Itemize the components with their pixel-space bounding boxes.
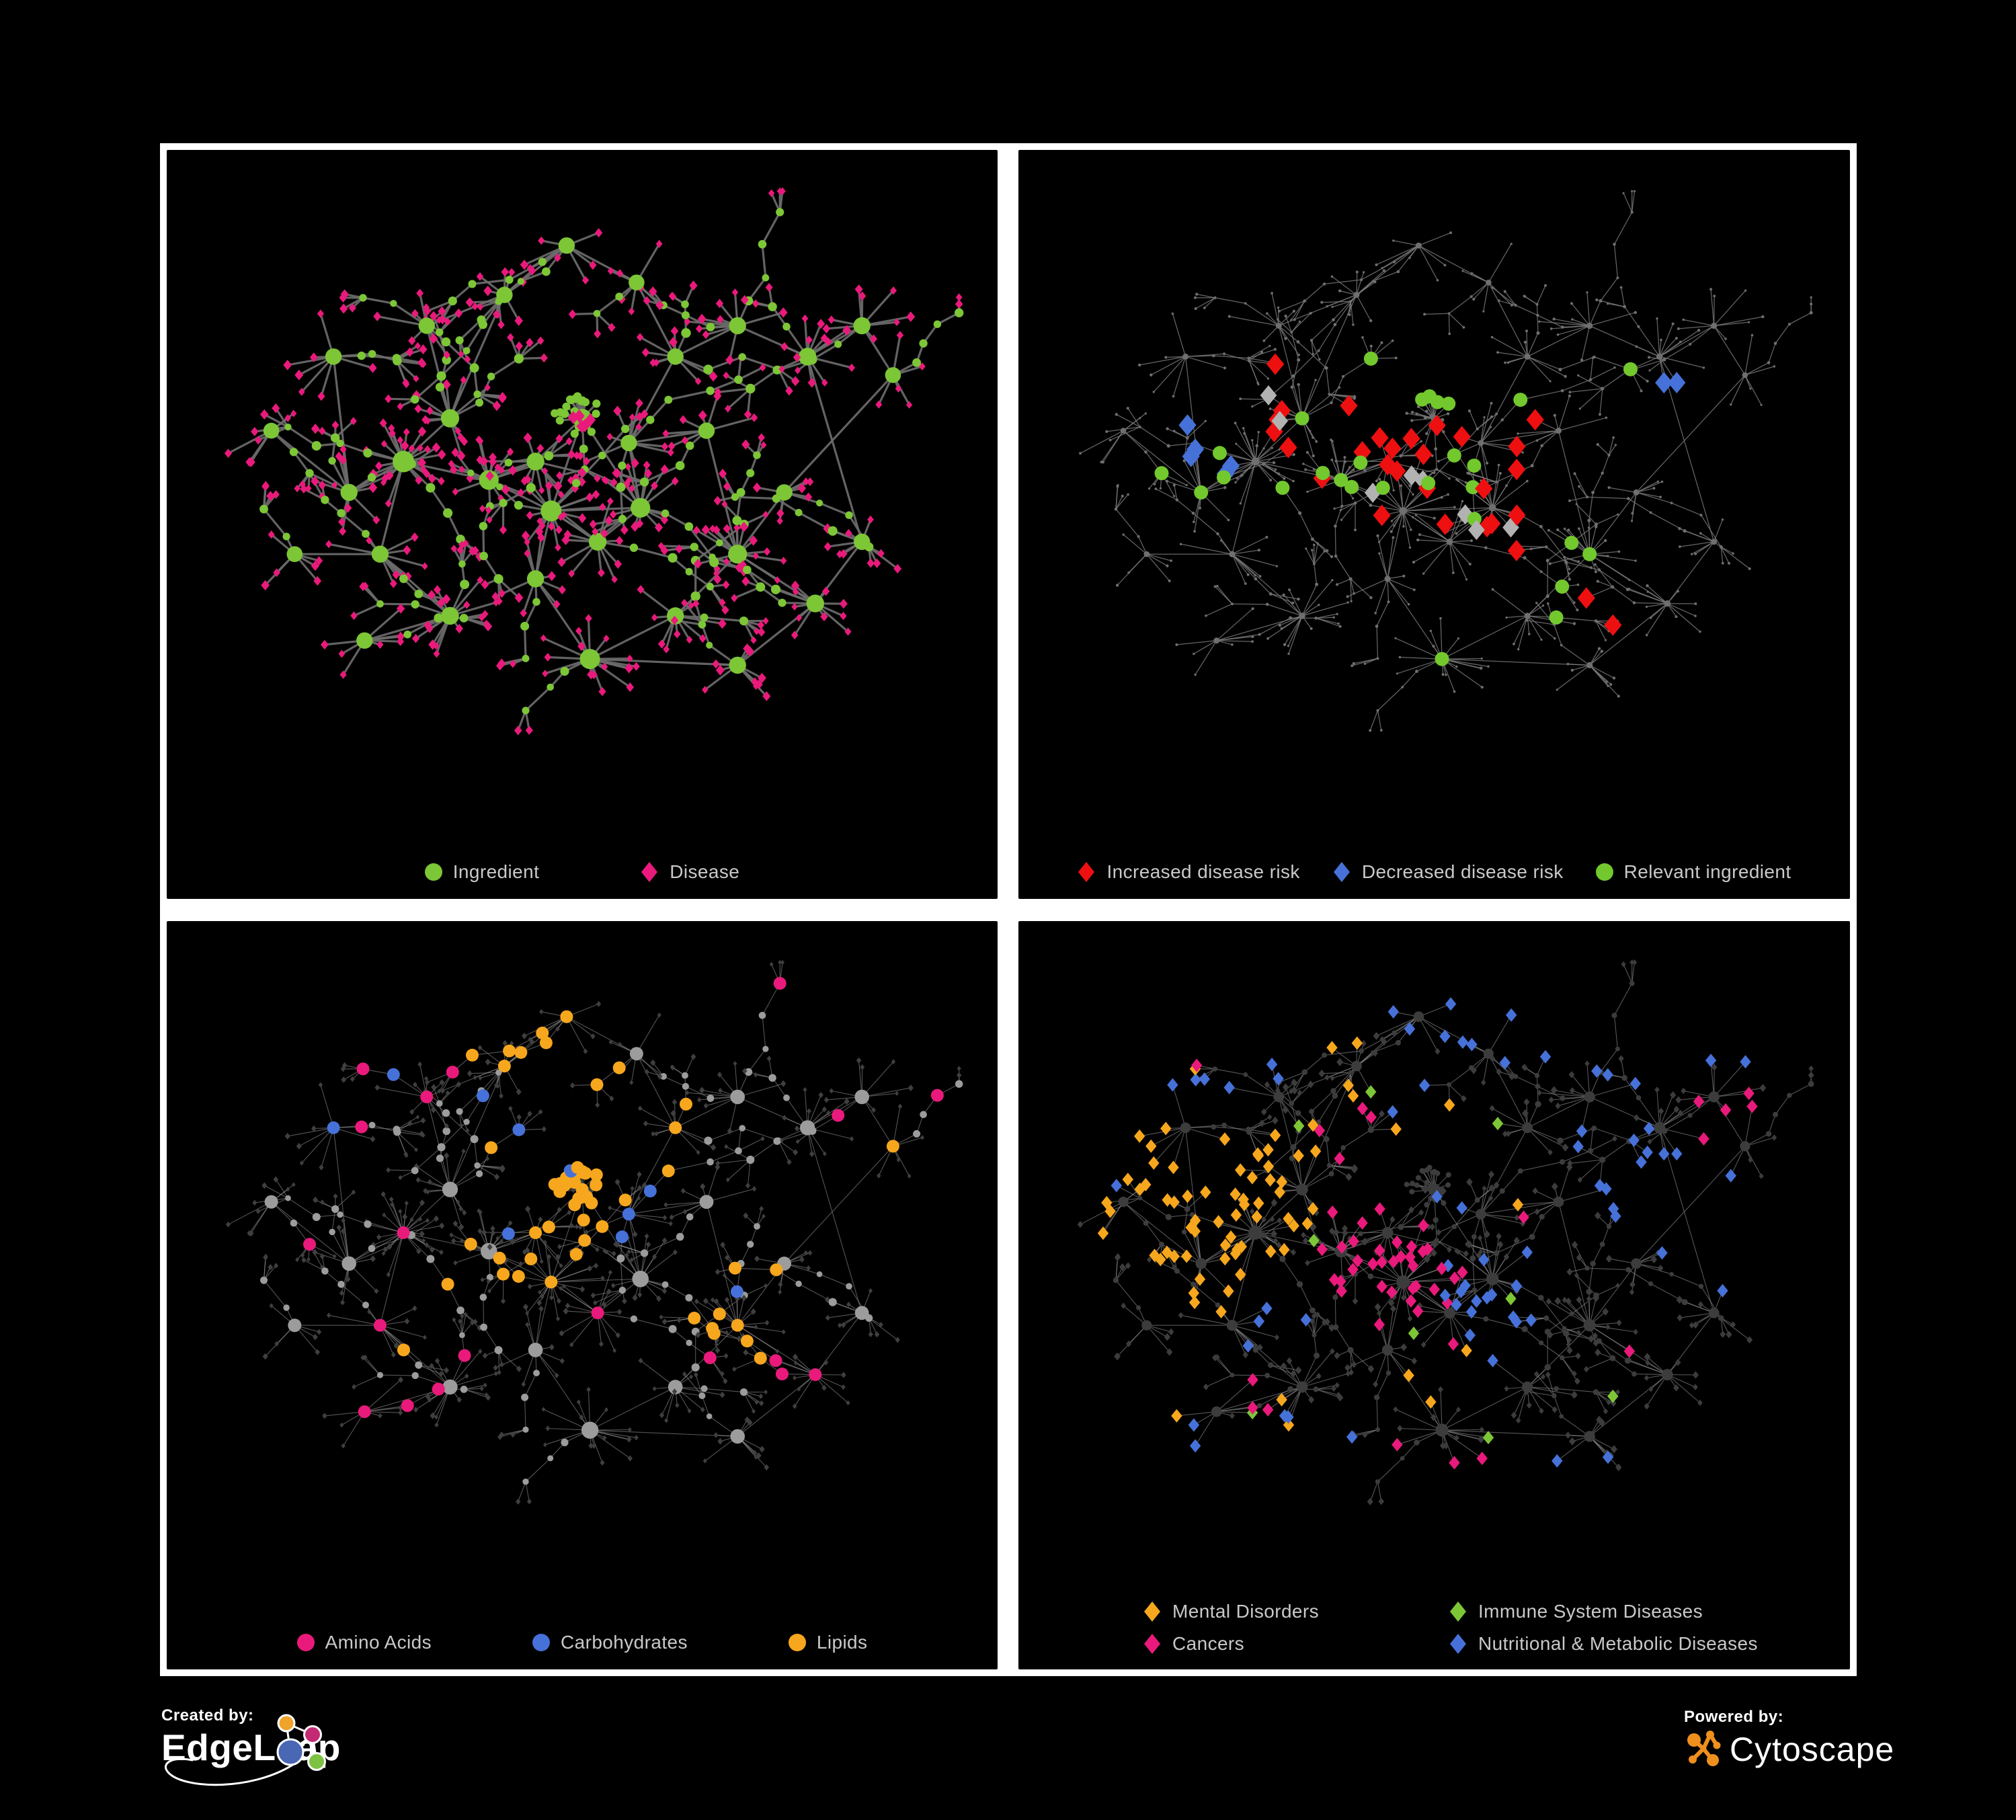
panel-disease-categories: Mental Disorders Immune System Diseases Ca…: [1012, 914, 1857, 1676]
legend-label: Increased disease risk: [1106, 861, 1300, 882]
edgeleap-wordmark: EdgeLeap: [161, 1727, 341, 1768]
panel-disease-risk: Increased disease risk Decreased disease …: [1012, 143, 1857, 906]
network-disease-risk: [1079, 190, 1813, 732]
legend-label: Decreased disease risk: [1361, 861, 1564, 882]
legend-circle-icon: [296, 1634, 315, 1651]
legend-circle-icon: [424, 863, 442, 881]
legend-label: Immune System Diseases: [1478, 1601, 1703, 1622]
legend-diamond-icon: [1333, 862, 1350, 882]
legend-label: Nutritional & Metabolic Diseases: [1478, 1633, 1758, 1654]
network-disease-categories: [1077, 959, 1814, 1505]
legend-label: Carbohydrates: [561, 1632, 688, 1653]
legend-label: Mental Disorders: [1172, 1601, 1320, 1622]
legend-diamond-icon: [1144, 1601, 1160, 1622]
legend-label: Disease: [670, 861, 740, 882]
legend-label: Amino Acids: [325, 1632, 432, 1653]
legend-circle-icon: [1595, 863, 1613, 881]
legend-item: Increased disease risk: [1077, 861, 1299, 883]
cytoscape-wordmark: Cytoscape: [1730, 1731, 1895, 1768]
legend-item: Nutritional & Metabolic Diseases: [1449, 1633, 1758, 1655]
panel-macronutrients: Amino Acids Carbohydrates Lipids: [160, 914, 1004, 1676]
network-ingredient-disease: [224, 187, 964, 736]
legend-disease-categories: Mental Disorders Immune System Diseases Ca…: [1143, 1601, 1758, 1655]
network-macronutrients: [225, 959, 963, 1505]
legend-item: Amino Acids: [296, 1632, 432, 1653]
created-by-label: Created by:: [161, 1706, 254, 1725]
legend-label: Relevant ingredient: [1623, 861, 1791, 882]
legend-diamond-icon: [1450, 1601, 1466, 1622]
legend-item: Disease: [640, 861, 739, 883]
legend-ingredient-disease: Ingredient Disease: [167, 861, 998, 883]
legend-item: Mental Disorders: [1143, 1601, 1412, 1622]
legend-diamond-icon: [1078, 862, 1095, 882]
legend-item: Immune System Diseases: [1449, 1601, 1758, 1622]
legend-item: Carbohydrates: [532, 1632, 688, 1653]
legend-circle-icon: [788, 1634, 806, 1651]
legend-label: Ingredient: [452, 861, 540, 882]
legend-item: Decreased disease risk: [1332, 861, 1564, 883]
legend-diamond-icon: [1450, 1634, 1466, 1654]
legend-label: Lipids: [816, 1632, 868, 1653]
cytoscape-logo-icon: [1687, 1731, 1721, 1766]
created-by-credit: Created by: EdgeLeap: [161, 1706, 341, 1786]
powered-by-credit: Powered by: Cytoscape: [1684, 1708, 1894, 1770]
panel-ingredient-disease: Ingredient Disease: [160, 143, 1004, 906]
legend-diamond-icon: [1144, 1634, 1160, 1654]
panel-grid: Ingredient Disease Increased disease risk…: [160, 143, 1857, 1676]
legend-label: Cancers: [1172, 1633, 1245, 1654]
legend-circle-icon: [532, 1634, 551, 1651]
legend-diamond-icon: [641, 862, 658, 882]
legend-item: Ingredient: [424, 861, 540, 883]
powered-by-label: Powered by:: [1684, 1708, 1784, 1726]
legend-macronutrients: Amino Acids Carbohydrates Lipids: [167, 1632, 998, 1653]
legend-item: Lipids: [788, 1632, 868, 1653]
legend-item: Cancers: [1143, 1633, 1412, 1655]
legend-item: Relevant ingredient: [1595, 861, 1791, 883]
legend-disease-risk: Increased disease risk Decreased disease …: [1018, 861, 1850, 883]
